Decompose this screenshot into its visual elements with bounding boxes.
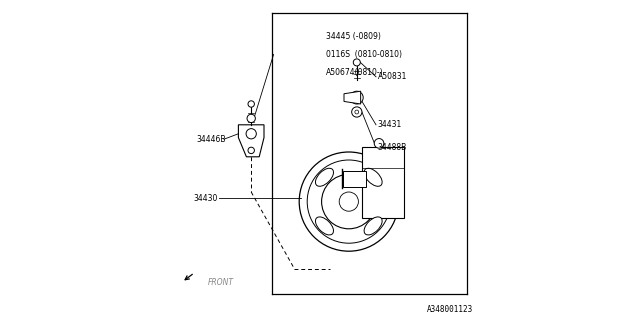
Circle shape [248, 101, 254, 107]
Ellipse shape [316, 217, 333, 235]
Text: 0116S  (0810-0810): 0116S (0810-0810) [326, 50, 403, 59]
Polygon shape [238, 125, 264, 157]
Circle shape [248, 147, 254, 154]
Circle shape [339, 192, 358, 211]
Text: FRONT: FRONT [207, 278, 234, 287]
Text: A348001123: A348001123 [428, 305, 474, 314]
Circle shape [374, 139, 384, 148]
Text: A50674(0810-): A50674(0810-) [326, 68, 384, 76]
Text: 34446B: 34446B [197, 135, 227, 144]
Ellipse shape [364, 217, 382, 235]
Text: A50831: A50831 [378, 72, 407, 81]
Circle shape [352, 107, 362, 117]
Circle shape [351, 91, 364, 104]
FancyBboxPatch shape [362, 147, 404, 218]
Circle shape [355, 110, 359, 114]
Text: 34430: 34430 [193, 194, 218, 203]
Text: 34445 (-0809): 34445 (-0809) [326, 32, 381, 41]
Circle shape [321, 174, 376, 229]
Circle shape [299, 152, 398, 251]
Polygon shape [344, 91, 361, 104]
Text: 34488B: 34488B [378, 143, 407, 152]
Polygon shape [343, 171, 365, 187]
Circle shape [355, 95, 360, 100]
Circle shape [247, 114, 255, 123]
Text: 34431: 34431 [378, 120, 402, 129]
Ellipse shape [316, 168, 333, 186]
Circle shape [307, 160, 390, 243]
Circle shape [246, 129, 256, 139]
Circle shape [353, 59, 360, 66]
Ellipse shape [364, 168, 382, 186]
